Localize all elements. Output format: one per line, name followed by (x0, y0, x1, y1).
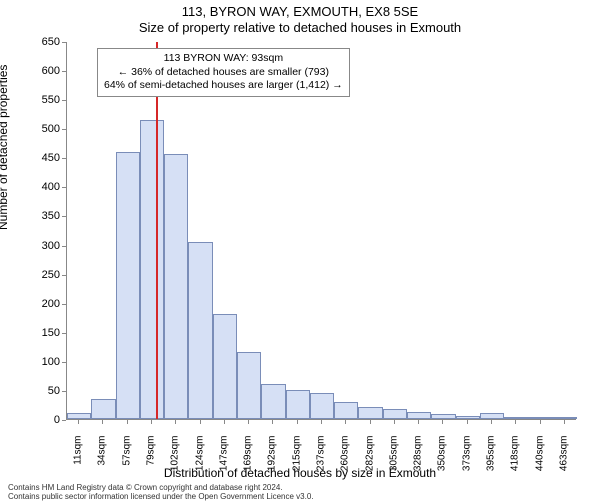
x-tick-mark (78, 420, 79, 424)
annotation-line: 113 BYRON WAY: 93sqm (104, 52, 343, 66)
y-tick-label: 400 (20, 181, 60, 193)
y-tick-mark (62, 304, 66, 305)
x-tick-mark (515, 420, 516, 424)
x-tick-mark (540, 420, 541, 424)
y-tick-mark (62, 420, 66, 421)
histogram-bar (91, 399, 115, 419)
histogram-bar (456, 416, 480, 419)
y-axis-label: Number of detached properties (0, 65, 10, 230)
x-tick-mark (564, 420, 565, 424)
histogram-bar (480, 413, 504, 419)
annotation-box: 113 BYRON WAY: 93sqm← 36% of detached ho… (97, 48, 350, 97)
x-tick-mark (297, 420, 298, 424)
histogram-bar (383, 409, 407, 419)
x-tick-mark (102, 420, 103, 424)
y-tick-mark (62, 216, 66, 217)
y-tick-mark (62, 129, 66, 130)
footer-line-2: Contains public sector information licen… (8, 493, 314, 502)
chart-container: 113, BYRON WAY, EXMOUTH, EX8 5SE Size of… (0, 0, 600, 500)
chart-title-subtitle: Size of property relative to detached ho… (0, 20, 600, 35)
histogram-bar (334, 402, 358, 419)
x-tick-mark (175, 420, 176, 424)
histogram-bar (358, 407, 382, 419)
y-tick-mark (62, 275, 66, 276)
y-tick-label: 200 (20, 298, 60, 310)
x-tick-mark (127, 420, 128, 424)
y-tick-label: 350 (20, 210, 60, 222)
histogram-bar (261, 384, 285, 419)
y-tick-label: 150 (20, 327, 60, 339)
y-tick-label: 650 (20, 36, 60, 48)
histogram-bar (213, 314, 237, 419)
histogram-bar (164, 154, 188, 419)
histogram-bar (188, 242, 212, 419)
histogram-bar (237, 352, 261, 419)
y-tick-label: 100 (20, 356, 60, 368)
x-tick-mark (224, 420, 225, 424)
y-tick-label: 500 (20, 123, 60, 135)
y-tick-label: 50 (20, 385, 60, 397)
histogram-bar (116, 152, 140, 420)
chart-title-address: 113, BYRON WAY, EXMOUTH, EX8 5SE (0, 4, 600, 19)
x-tick-mark (370, 420, 371, 424)
y-tick-mark (62, 158, 66, 159)
y-tick-mark (62, 391, 66, 392)
x-tick-mark (442, 420, 443, 424)
y-tick-mark (62, 333, 66, 334)
y-tick-label: 450 (20, 152, 60, 164)
x-axis-label: Distribution of detached houses by size … (0, 466, 600, 480)
y-tick-label: 600 (20, 65, 60, 77)
histogram-bar (140, 120, 164, 419)
histogram-bar (528, 417, 552, 419)
histogram-bar (431, 414, 455, 419)
y-tick-mark (62, 362, 66, 363)
y-tick-label: 300 (20, 240, 60, 252)
x-tick-mark (467, 420, 468, 424)
x-tick-mark (200, 420, 201, 424)
x-tick-mark (321, 420, 322, 424)
x-tick-mark (394, 420, 395, 424)
histogram-bar (67, 413, 91, 419)
y-tick-mark (62, 187, 66, 188)
histogram-bar (310, 393, 334, 419)
y-tick-label: 250 (20, 269, 60, 281)
x-tick-mark (272, 420, 273, 424)
y-tick-label: 0 (20, 414, 60, 426)
histogram-bar (553, 417, 577, 419)
y-tick-mark (62, 71, 66, 72)
x-tick-mark (248, 420, 249, 424)
annotation-line: 64% of semi-detached houses are larger (… (104, 79, 343, 93)
reference-marker-line (156, 42, 158, 419)
y-tick-mark (62, 100, 66, 101)
y-tick-mark (62, 246, 66, 247)
y-tick-label: 550 (20, 94, 60, 106)
annotation-line: ← 36% of detached houses are smaller (79… (104, 66, 343, 80)
histogram-bar (504, 417, 528, 419)
y-tick-mark (62, 42, 66, 43)
x-tick-mark (491, 420, 492, 424)
x-tick-mark (345, 420, 346, 424)
x-tick-mark (151, 420, 152, 424)
histogram-bar (286, 390, 310, 419)
histogram-bar (407, 412, 431, 419)
x-tick-mark (418, 420, 419, 424)
plot-area: 113 BYRON WAY: 93sqm← 36% of detached ho… (66, 42, 576, 420)
